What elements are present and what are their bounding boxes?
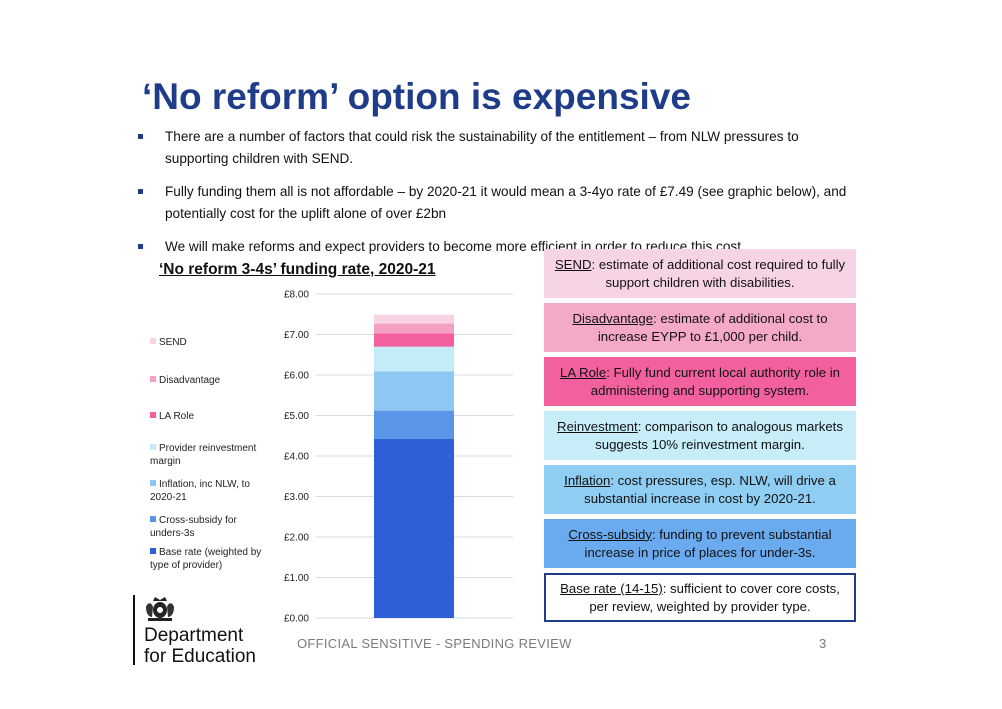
legend-swatch	[150, 338, 156, 344]
explanation-heading: Disadvantage	[572, 310, 654, 326]
explanation-box: Base rate (14-15): sufficient to cover c…	[544, 573, 856, 622]
bullet-text: Fully funding them all is not affordable…	[165, 184, 847, 221]
explanation-heading: LA Role	[559, 364, 607, 380]
explanation-heading: Inflation	[564, 472, 611, 488]
bullet-square-icon	[138, 189, 143, 194]
legend-swatch	[150, 516, 156, 522]
y-tick-label: £8.00	[284, 290, 309, 301]
bar-segment	[374, 410, 454, 439]
legend-label: LA Role	[159, 411, 195, 422]
explanation-body: : estimate of additional cost to increas…	[597, 310, 828, 344]
explanation-box: SEND: estimate of additional cost requir…	[544, 249, 856, 298]
legend-swatch	[150, 480, 156, 486]
explanation-body: : comparison to analogous markets sugges…	[595, 418, 843, 452]
y-tick-label: £6.00	[284, 371, 309, 382]
explanation-heading: SEND	[554, 256, 592, 272]
explanation-box: LA Role: Fully fund current local author…	[544, 357, 856, 406]
explanation-box: Reinvestment: comparison to analogous ma…	[544, 411, 856, 460]
bar-segment	[374, 323, 454, 334]
explanation-heading: Cross-subsidy	[568, 526, 652, 542]
explanation-body: : Fully fund current local authority rol…	[590, 364, 841, 398]
explanation-text: LA Role: Fully fund current local author…	[553, 364, 847, 400]
explanation-body: : funding to prevent substantial increas…	[584, 526, 832, 560]
page-title: ‘No reform’ option is expensive	[142, 76, 691, 117]
classification-label: OFFICIAL SENSITIVE - SPENDING REVIEW	[297, 636, 572, 651]
bullet-square-icon	[138, 134, 143, 139]
legend-item: Base rate (weighted by type of provider)	[150, 546, 261, 572]
bullet-item: There are a number of factors that could…	[136, 126, 856, 170]
explanation-text: Reinvestment: comparison to analogous ma…	[553, 418, 847, 454]
y-tick-label: £1.00	[284, 573, 309, 584]
bar-segment	[374, 371, 454, 411]
legend-swatch	[150, 444, 156, 450]
logo-rule	[133, 595, 135, 665]
stacked-bar-chart: £0.00 £1.00 £2.00 £3.00 £4.00 £5.00 £6.00 £7.00…	[284, 290, 513, 625]
y-tick-label: £4.00	[284, 452, 309, 463]
explanation-body: : cost pressures, esp. NLW, will drive a…	[584, 472, 836, 506]
explanation-heading: Reinvestment	[557, 418, 638, 434]
y-tick-label: £2.00	[284, 533, 309, 544]
department-line-2: for Education	[144, 646, 256, 667]
bar-segment	[374, 346, 454, 372]
explanation-text: SEND: estimate of additional cost requir…	[553, 256, 847, 292]
explanation-heading: Base rate (14-15)	[560, 580, 663, 596]
explanation-body: : estimate of additional cost required t…	[591, 256, 846, 290]
explanation-box: Disadvantage: estimate of additional cos…	[544, 303, 856, 352]
bar-segment	[374, 333, 454, 347]
royal-crest-icon	[146, 597, 174, 621]
bullet-item: Fully funding them all is not affordable…	[136, 181, 856, 225]
bullet-list: There are a number of factors that could…	[136, 126, 856, 269]
page-number: 3	[819, 636, 827, 651]
department-line-1: Department	[144, 625, 244, 646]
chart-title: ‘No reform 3-4s’ funding rate, 2020-21	[159, 261, 436, 278]
legend-item: Disadvantage	[150, 374, 220, 387]
explanation-text: Inflation: cost pressures, esp. NLW, wil…	[553, 472, 847, 508]
explanation-text: Disadvantage: estimate of additional cos…	[553, 310, 847, 346]
y-tick-label: £5.00	[284, 411, 309, 422]
department-name: Department for Education	[144, 625, 256, 667]
legend-item: Cross-subsidy for unders-3s	[150, 514, 237, 540]
explanation-text: Base rate (14-15): sufficient to cover c…	[554, 580, 846, 616]
explanation-box: Cross-subsidy: funding to prevent substa…	[544, 519, 856, 568]
legend-label: Provider reinvestment margin	[150, 443, 257, 467]
legend-label: Cross-subsidy for unders-3s	[150, 515, 237, 539]
legend-swatch	[150, 376, 156, 382]
explanation-body: : sufficient to cover core costs, per re…	[589, 580, 840, 614]
bar-segment	[374, 314, 454, 324]
legend-label: SEND	[159, 337, 187, 348]
explanation-text: Cross-subsidy: funding to prevent substa…	[553, 526, 847, 562]
legend-item: LA Role	[150, 410, 194, 423]
legend-label: Base rate (weighted by type of provider)	[150, 547, 262, 571]
bullet-square-icon	[138, 244, 143, 249]
legend-swatch	[150, 548, 156, 554]
legend-item: SEND	[150, 336, 187, 349]
y-tick-label: £3.00	[284, 492, 309, 503]
legend-item: Inflation, inc NLW, to 2020-21	[150, 478, 250, 504]
legend-label: Inflation, inc NLW, to 2020-21	[150, 479, 250, 503]
legend-swatch	[150, 412, 156, 418]
y-tick-label: £0.00	[284, 614, 309, 625]
y-tick-label: £7.00	[284, 330, 309, 341]
legend-item: Provider reinvestment margin	[150, 442, 256, 468]
explanation-box: Inflation: cost pressures, esp. NLW, wil…	[544, 465, 856, 514]
legend-label: Disadvantage	[159, 375, 221, 386]
bar-segment	[374, 438, 454, 618]
bullet-text: There are a number of factors that could…	[165, 129, 799, 166]
